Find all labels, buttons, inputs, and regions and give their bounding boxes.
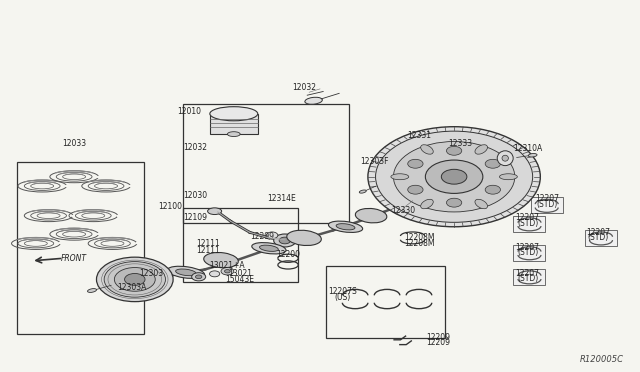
Ellipse shape: [167, 266, 205, 279]
Bar: [513, 244, 545, 261]
Ellipse shape: [175, 269, 196, 276]
Text: (STD): (STD): [517, 219, 538, 228]
Text: 12303F: 12303F: [360, 157, 388, 166]
Ellipse shape: [497, 151, 513, 166]
Ellipse shape: [225, 270, 230, 273]
Ellipse shape: [207, 208, 221, 215]
Ellipse shape: [528, 154, 537, 157]
Bar: [210, 114, 258, 134]
Circle shape: [115, 267, 156, 291]
Ellipse shape: [88, 289, 97, 292]
Circle shape: [426, 160, 483, 193]
Text: (STD): (STD): [536, 200, 557, 209]
Text: (STD): (STD): [517, 248, 538, 257]
Bar: [17, 162, 145, 334]
Text: 12207: 12207: [534, 195, 559, 203]
Circle shape: [376, 131, 532, 222]
Ellipse shape: [499, 174, 517, 180]
Text: 12333: 12333: [449, 139, 472, 148]
Circle shape: [485, 159, 500, 168]
Ellipse shape: [227, 132, 240, 137]
Ellipse shape: [305, 97, 323, 104]
Text: 12303A: 12303A: [117, 283, 147, 292]
Circle shape: [368, 127, 540, 227]
Text: (STD): (STD): [517, 274, 538, 283]
Ellipse shape: [390, 197, 422, 208]
Ellipse shape: [420, 199, 433, 209]
Ellipse shape: [420, 145, 433, 154]
Text: 12207: 12207: [516, 243, 540, 251]
Text: 12111: 12111: [196, 239, 220, 248]
Ellipse shape: [210, 107, 258, 121]
Text: 12208M: 12208M: [404, 239, 434, 248]
Circle shape: [408, 185, 423, 194]
Ellipse shape: [279, 237, 291, 244]
Circle shape: [447, 146, 462, 155]
Text: 12209: 12209: [426, 338, 450, 347]
Text: 12209: 12209: [426, 333, 450, 342]
Circle shape: [104, 262, 166, 297]
Ellipse shape: [259, 245, 278, 251]
Text: 12208M: 12208M: [404, 233, 434, 243]
Bar: [513, 269, 545, 285]
Text: 12331: 12331: [407, 131, 431, 141]
Text: 12207: 12207: [586, 228, 610, 237]
Ellipse shape: [502, 155, 508, 161]
Text: R120005C: R120005C: [579, 355, 623, 364]
Bar: [182, 105, 349, 223]
Text: (US): (US): [334, 293, 351, 302]
Circle shape: [447, 198, 462, 207]
Ellipse shape: [397, 200, 415, 206]
Circle shape: [442, 169, 467, 184]
Text: 12314E: 12314E: [268, 195, 296, 203]
Bar: [182, 208, 298, 282]
Text: 12111: 12111: [196, 246, 220, 255]
Ellipse shape: [328, 221, 363, 232]
Text: 12109: 12109: [184, 213, 207, 222]
Text: 12207S: 12207S: [328, 287, 356, 296]
Text: 12299: 12299: [250, 231, 275, 241]
Text: 12100: 12100: [158, 202, 182, 211]
Text: 12310A: 12310A: [513, 144, 542, 153]
Ellipse shape: [475, 199, 488, 209]
Ellipse shape: [204, 253, 238, 268]
Text: (STD): (STD): [587, 233, 609, 243]
Ellipse shape: [475, 145, 488, 154]
Ellipse shape: [287, 230, 321, 246]
Text: 12033: 12033: [62, 139, 86, 148]
Bar: [585, 230, 617, 246]
Text: 12030: 12030: [184, 191, 207, 200]
Ellipse shape: [191, 273, 205, 281]
Circle shape: [266, 232, 278, 238]
Text: 12032: 12032: [184, 142, 207, 151]
Text: 12200: 12200: [276, 250, 300, 259]
Text: 13021+A: 13021+A: [209, 261, 245, 270]
Ellipse shape: [221, 267, 234, 275]
Circle shape: [394, 141, 515, 212]
Circle shape: [408, 159, 423, 168]
Ellipse shape: [274, 234, 296, 247]
Circle shape: [97, 257, 173, 302]
Ellipse shape: [209, 271, 220, 277]
Text: 12330: 12330: [391, 206, 415, 215]
Text: 12032: 12032: [292, 83, 316, 92]
Ellipse shape: [355, 208, 387, 223]
Text: FRONT: FRONT: [61, 254, 87, 263]
Bar: [513, 216, 545, 232]
Ellipse shape: [359, 190, 366, 193]
Circle shape: [485, 185, 500, 194]
Text: 13021: 13021: [228, 269, 252, 278]
Ellipse shape: [391, 174, 409, 180]
Ellipse shape: [336, 224, 355, 230]
Circle shape: [125, 273, 145, 285]
Text: 12303: 12303: [139, 269, 163, 278]
Bar: [326, 266, 445, 338]
Text: 12207: 12207: [516, 269, 540, 278]
Text: 12010: 12010: [177, 108, 201, 116]
Ellipse shape: [252, 243, 286, 254]
Text: 12207: 12207: [516, 213, 540, 222]
Text: 15043E: 15043E: [226, 275, 255, 284]
Bar: [531, 197, 563, 214]
Ellipse shape: [195, 275, 202, 279]
